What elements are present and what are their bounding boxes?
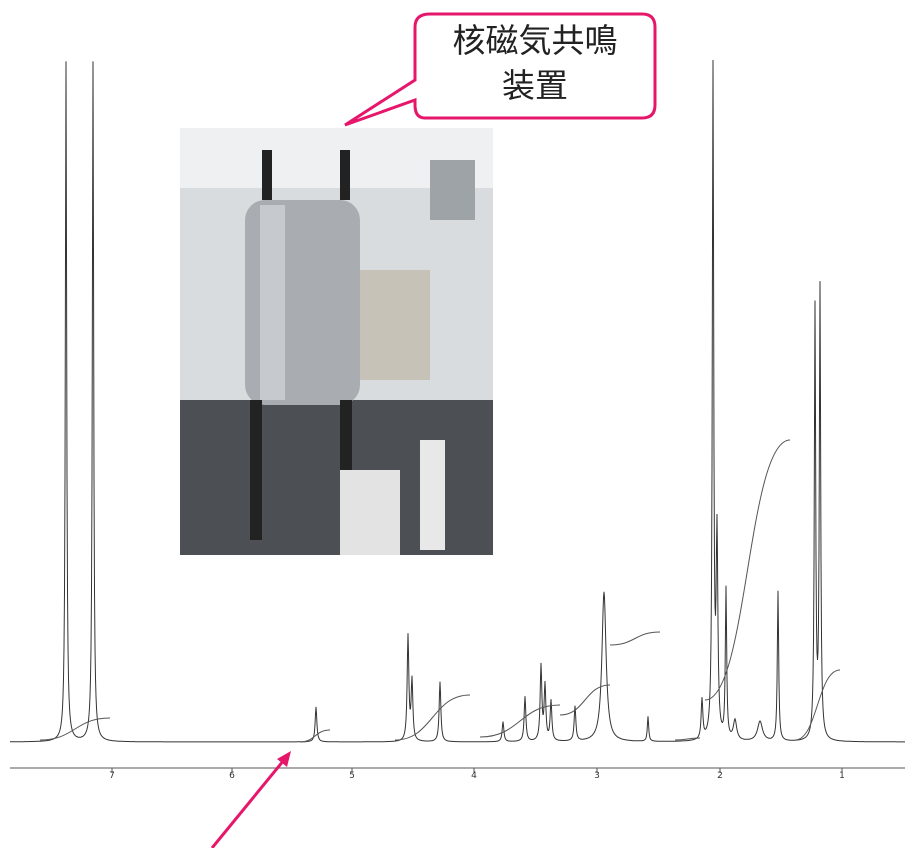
photo-chair bbox=[340, 470, 400, 555]
photo-shelf bbox=[360, 270, 430, 380]
photo-highlight bbox=[260, 205, 285, 400]
callout-text: 核磁気共鳴 bbox=[453, 21, 618, 60]
photo-floor bbox=[180, 400, 493, 555]
tick-label: 1 bbox=[839, 771, 845, 781]
photo-stand bbox=[420, 440, 445, 550]
photo-leg bbox=[250, 400, 262, 540]
photo-probe bbox=[262, 150, 272, 200]
tick-label: 5 bbox=[349, 771, 355, 781]
photo-probe bbox=[340, 150, 350, 200]
tick-label: 2 bbox=[717, 771, 723, 781]
instrument-photo bbox=[180, 128, 493, 555]
figure: 7 6 5 4 3 2 1 核磁気共鳴 装置 bbox=[0, 0, 911, 848]
tick-label: 6 bbox=[229, 771, 235, 781]
callout-text: 装置 bbox=[502, 66, 568, 105]
photo-fan bbox=[430, 160, 475, 220]
tick-label: 4 bbox=[471, 771, 477, 781]
tick-label: 7 bbox=[109, 771, 115, 781]
tick-label: 3 bbox=[594, 771, 600, 781]
